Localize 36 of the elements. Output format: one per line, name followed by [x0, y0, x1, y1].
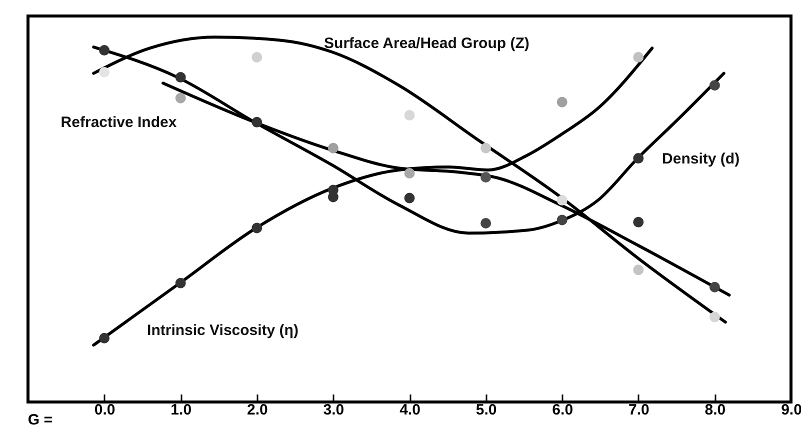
point	[99, 45, 110, 56]
x-tick-label: 8.0	[704, 402, 726, 418]
x-axis-title: G =	[28, 412, 53, 428]
point	[175, 278, 186, 288]
point	[404, 192, 415, 204]
x-tick-label: 9.0	[781, 402, 801, 418]
point	[252, 116, 262, 128]
x-tick-label: 4.0	[400, 402, 420, 418]
point	[480, 142, 492, 154]
series-label: Density (d)	[662, 150, 740, 168]
point	[99, 332, 110, 344]
series-label: Intrinsic Viscosity (η)	[147, 322, 298, 340]
point	[252, 52, 262, 62]
x-tick-label: 6.0	[552, 402, 574, 418]
series-label: Refractive Index	[60, 114, 178, 132]
point	[709, 312, 720, 322]
x-tick-label: 1.0	[170, 402, 192, 418]
point	[709, 282, 720, 292]
x-tick-label: 3.0	[323, 402, 344, 418]
point	[556, 195, 568, 206]
point	[480, 172, 492, 182]
point	[633, 153, 644, 164]
point	[328, 184, 338, 196]
x-tick-label: 5.0	[476, 402, 497, 418]
point	[404, 110, 415, 120]
point	[252, 222, 262, 234]
x-tick-label: 2.0	[246, 402, 268, 418]
point	[175, 72, 186, 83]
point	[175, 92, 186, 104]
x-tick-label: 7.0	[628, 402, 650, 418]
x-tick-label: 0.0	[94, 402, 116, 418]
point	[633, 264, 644, 276]
series-label: Surface Area/Head Group (Z)	[324, 35, 530, 52]
point	[99, 66, 110, 78]
point	[328, 142, 338, 154]
point	[633, 52, 644, 62]
